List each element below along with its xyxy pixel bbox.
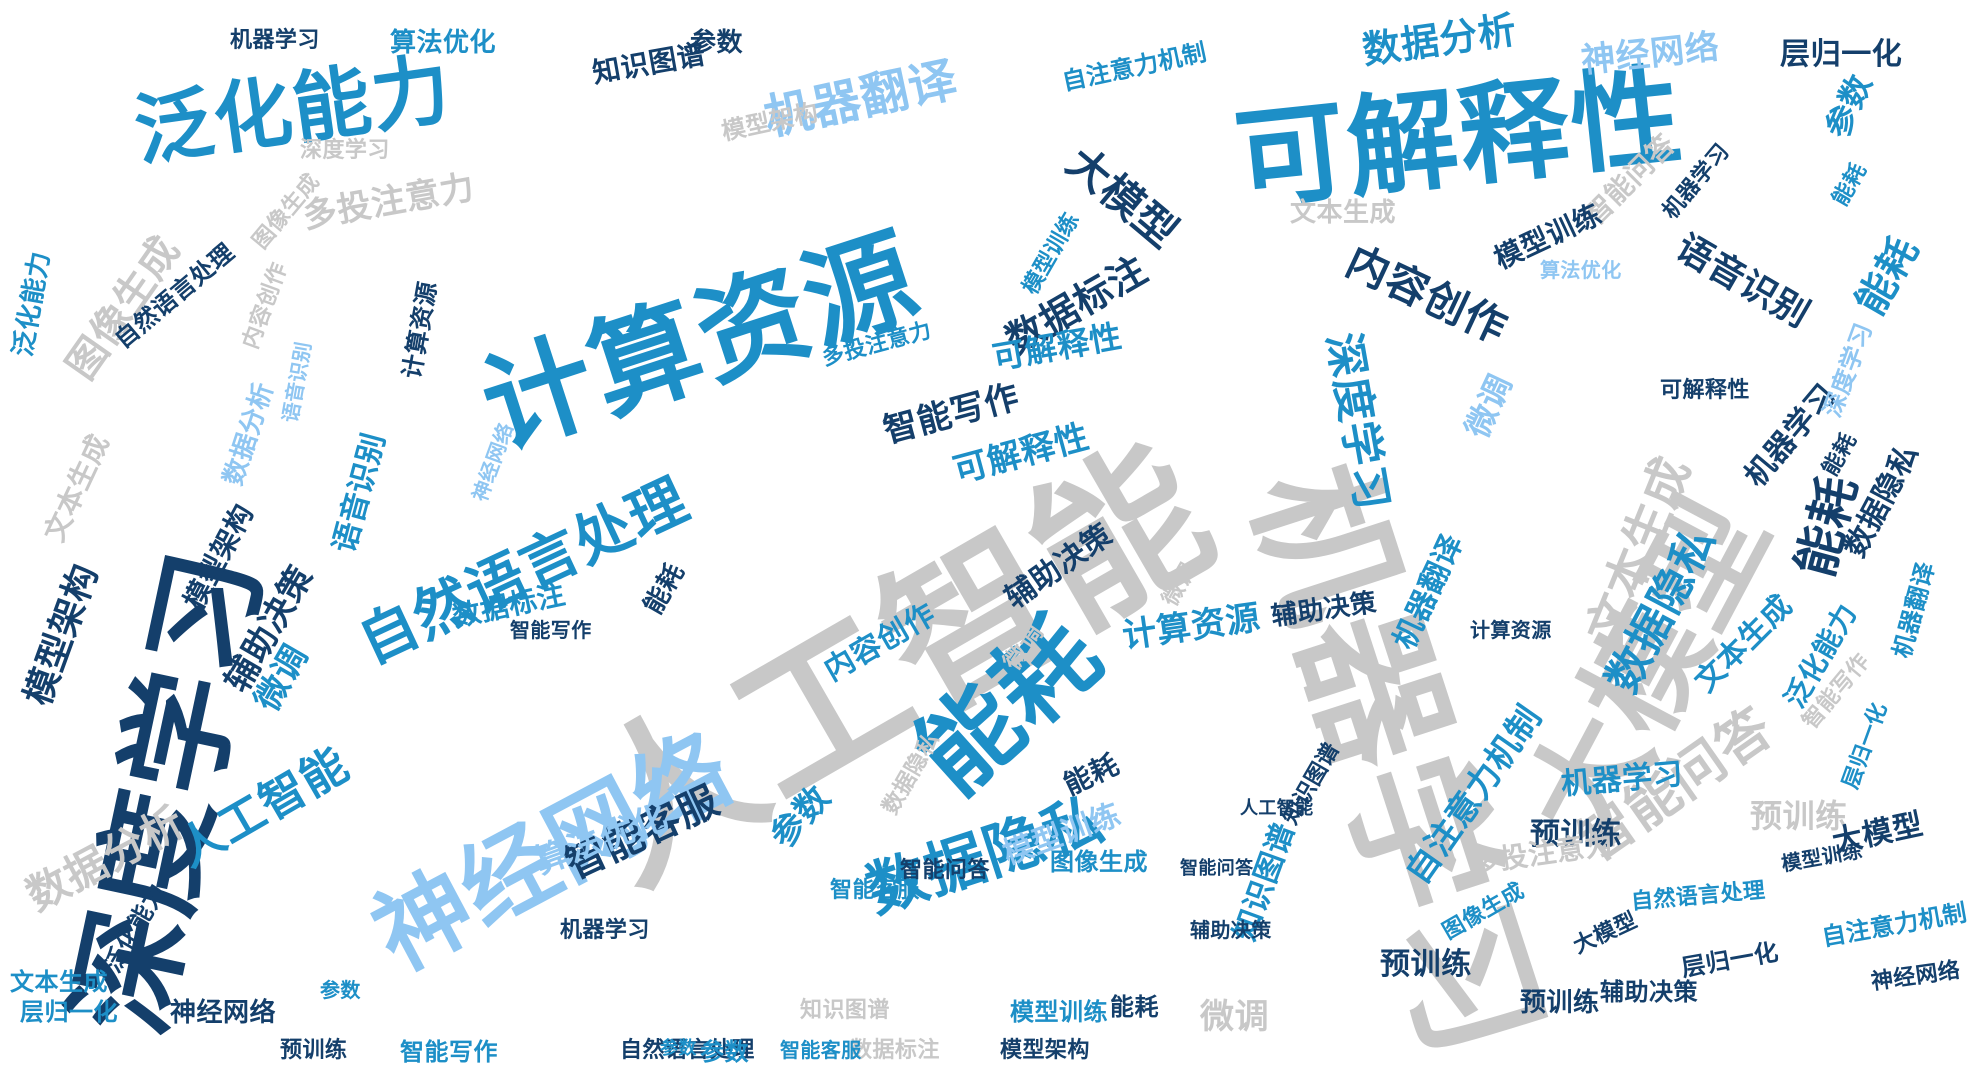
cloud-word: 自然语言处理 <box>1629 878 1767 915</box>
cloud-word: 多投注意力 <box>299 166 478 237</box>
cloud-word: 智能客服 <box>780 1038 862 1062</box>
cloud-word: 预训练 <box>1380 947 1472 982</box>
cloud-word: 能耗 <box>1847 228 1928 323</box>
cloud-word: 数据分析 <box>1359 7 1520 73</box>
cloud-word: 能耗 <box>1818 429 1863 481</box>
cloud-word: 深度学习 <box>300 138 390 163</box>
cloud-word: 机器学习 <box>230 28 320 53</box>
cloud-word: 计算资源 <box>1470 618 1552 642</box>
cloud-word: 层归一化 <box>1838 699 1893 793</box>
cloud-word: 语音识别 <box>1668 227 1817 337</box>
cloud-word: 数据分析 <box>218 379 280 490</box>
cloud-word: 机器学习 <box>560 918 650 943</box>
cloud-word: 神经网络 <box>1869 958 1963 996</box>
cloud-word: 层归一化 <box>20 998 118 1026</box>
cloud-word: 自然语言处理 <box>620 1038 755 1063</box>
cloud-word: 机器翻译 <box>1888 559 1941 662</box>
cloud-word: 模型架构 <box>1000 1038 1090 1063</box>
cloud-word: 智能问答 <box>900 858 990 883</box>
cloud-word: 预训练 <box>1750 797 1848 835</box>
cloud-word: 智能问答 <box>1180 858 1254 879</box>
cloud-word: 文本生成 <box>10 968 108 996</box>
cloud-word: 参数 <box>320 978 361 1002</box>
cloud-word: 能耗 <box>1110 993 1159 1021</box>
cloud-word: 层归一化 <box>1679 938 1781 983</box>
cloud-word: 模型训练 <box>1779 838 1865 876</box>
cloud-word: 微调 <box>1200 997 1270 1037</box>
cloud-word: 神经网络 <box>170 998 277 1028</box>
cloud-word: 语音识别 <box>277 339 316 425</box>
cloud-word: 文本生成 <box>1290 198 1397 228</box>
cloud-word: 大模型 <box>1058 137 1188 258</box>
cloud-word: 辅助决策 <box>1600 978 1698 1006</box>
cloud-word: 内容创作 <box>238 259 293 353</box>
cloud-word: 能耗 <box>1828 159 1873 211</box>
cloud-word: 文本生成 <box>37 428 116 547</box>
cloud-word: 自然语言处理 <box>347 465 699 678</box>
cloud-word: 参数 <box>700 1038 749 1066</box>
cloud-word: 模型架构 <box>17 559 106 712</box>
cloud-word: 预训练 <box>280 1038 348 1063</box>
cloud-word: 自注意力机制 <box>1059 38 1210 96</box>
cloud-word: 层归一化 <box>1780 37 1903 72</box>
cloud-word: 参数 <box>660 1038 697 1059</box>
cloud-word: 算法优化 <box>390 28 497 58</box>
cloud-word: 智能客服 <box>830 878 920 903</box>
cloud-word: 泛化能力 <box>129 44 457 178</box>
cloud-word: 辅助决策 <box>1190 918 1272 942</box>
cloud-word: 数据标注 <box>850 1038 940 1063</box>
cloud-word: 预训练 <box>1520 988 1600 1018</box>
cloud-word: 参数 <box>1817 68 1880 144</box>
cloud-word: 能耗 <box>638 558 691 620</box>
cloud-word: 神经网络 <box>1579 27 1722 82</box>
cloud-word: 知识图谱 <box>800 998 890 1023</box>
cloud-word: 语音识别 <box>327 429 393 557</box>
cloud-word: 智能写作 <box>400 1038 498 1066</box>
cloud-word: 计算资源 <box>397 279 443 381</box>
cloud-word: 参数 <box>690 28 744 58</box>
cloud-word: 人工智能 <box>1240 798 1314 819</box>
cloud-word: 自注意力机制 <box>1819 898 1970 952</box>
cloud-word: 模型训练 <box>1010 998 1108 1026</box>
cloud-word: 可解释性 <box>1660 378 1750 403</box>
cloud-word: 大模型 <box>1569 908 1641 960</box>
cloud-word: 智能写作 <box>510 618 592 642</box>
cloud-word: 微调 <box>1457 368 1520 444</box>
cloud-word: 算法优化 <box>1540 258 1622 282</box>
cloud-word: 预训练 <box>1530 817 1622 852</box>
cloud-word: 能耗 <box>1058 747 1125 802</box>
cloud-word: 图像生成 <box>1050 848 1148 876</box>
cloud-word: 泛化能力 <box>8 249 57 360</box>
cloud-word: 深度学习 <box>1818 319 1878 421</box>
